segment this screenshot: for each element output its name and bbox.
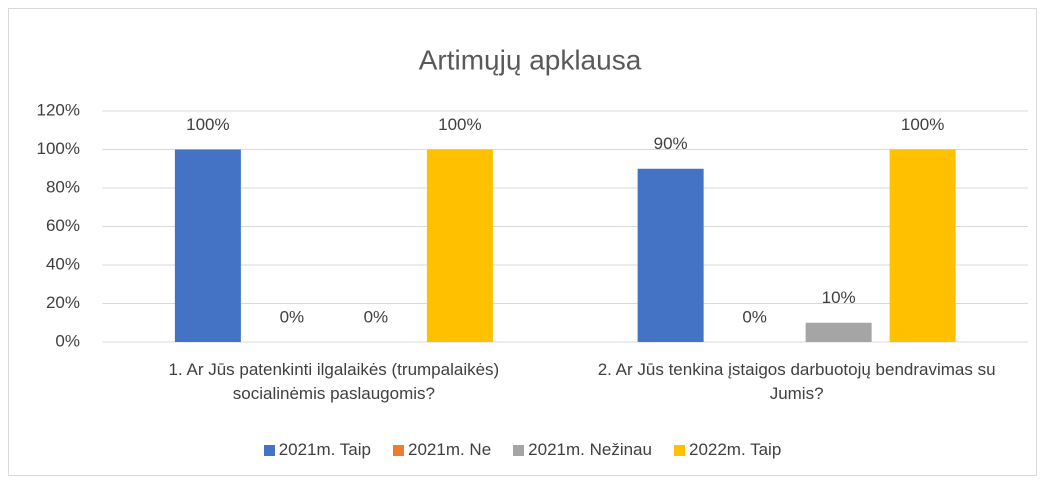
y-tick-label: 20% (46, 293, 80, 312)
y-tick-label: 80% (46, 177, 80, 196)
value-label: 100% (438, 115, 481, 134)
legend-label: 2021m. Ne (408, 440, 492, 459)
chart-title: Artimųjų apklausa (419, 44, 642, 75)
value-label: 10% (822, 288, 856, 307)
value-label: 100% (901, 115, 944, 134)
value-label: 100% (186, 115, 229, 134)
y-tick-label: 60% (46, 216, 80, 235)
legend-label: 2022m. Taip (688, 440, 782, 459)
bar (426, 149, 493, 342)
value-label: 0% (364, 307, 389, 326)
legend-label: 2021m. Nežinau (528, 440, 652, 459)
y-tick-label: 100% (37, 139, 80, 158)
legend-item: 2021m. Ne (393, 440, 491, 460)
legend-swatch (263, 444, 275, 456)
bar (637, 168, 704, 342)
value-label: 0% (742, 307, 767, 326)
legend-item: 2021m. Nežinau (513, 440, 652, 460)
legend-swatch (673, 444, 685, 456)
y-tick-label: 120% (37, 100, 80, 119)
value-label: 0% (280, 307, 305, 326)
y-tick-label: 0% (55, 331, 80, 350)
bar (805, 322, 872, 342)
legend-swatch (393, 444, 404, 456)
y-tick-label: 40% (46, 254, 80, 273)
legend-swatch (513, 444, 525, 456)
x-tick-label: 1. Ar Jūs patenkinti ilgalaikės (trumpal… (168, 360, 500, 403)
bar (889, 149, 956, 342)
x-tick-label: 2. Ar Jūs tenkina įstaigos darbuotojų be… (597, 360, 996, 403)
value-label: 90% (654, 134, 688, 153)
legend-item: 2021m. Taip (263, 440, 371, 460)
legend-label: 2021m. Taip (278, 440, 371, 459)
legend-item: 2022m. Taip (673, 440, 782, 460)
bar (174, 149, 241, 342)
legend: 2021m. Taip 2021m. Ne 2021m. Nežinau 2022m.… (0, 440, 1045, 460)
